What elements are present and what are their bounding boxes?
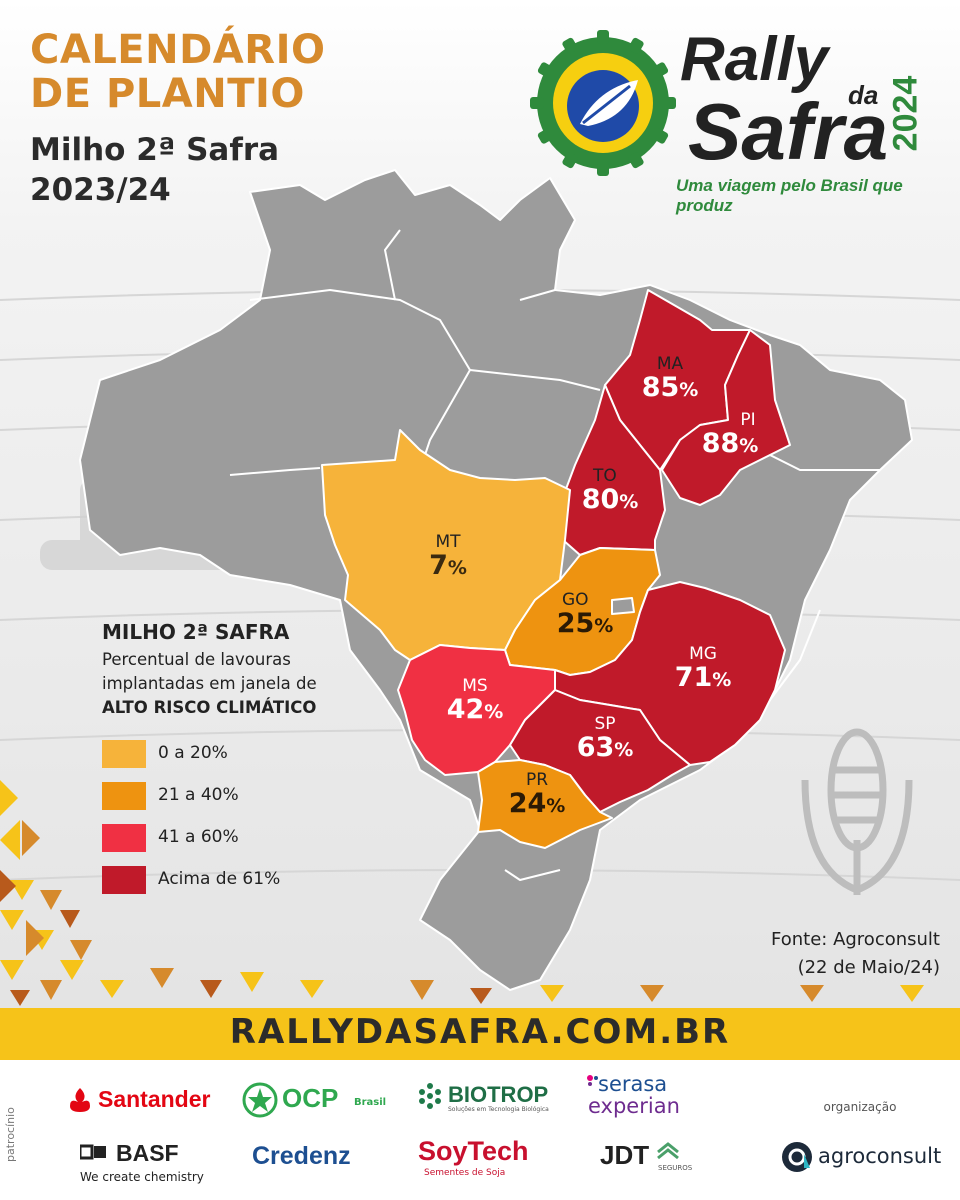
- brazil-map: [79, 169, 913, 991]
- state-code: TO: [593, 466, 617, 486]
- corn-icon: [801, 728, 913, 895]
- state-shape-df: [611, 597, 635, 615]
- sponsor-section-label: patrocínio: [4, 1107, 17, 1162]
- santander-logo: Santander: [66, 1084, 216, 1116]
- state-value: 42%: [446, 694, 504, 725]
- santander-flame-icon: [70, 1088, 90, 1112]
- url-bar: [0, 1008, 960, 1060]
- state-code: MA: [656, 354, 684, 374]
- state-shape-pr: [477, 759, 613, 849]
- state-label-to: TO 80%: [575, 466, 645, 515]
- credenz-logo: Credenz: [252, 1142, 351, 1170]
- biotrop-dots-icon: [419, 1083, 441, 1109]
- page-subtitle: Milho 2ª Safra 2023/24: [30, 132, 280, 208]
- basf-squares-icon: [80, 1144, 106, 1160]
- ocp-logo: OCP Brasil: [242, 1080, 402, 1120]
- legend-swatch: [102, 782, 146, 810]
- legend-label: 21 a 40%: [158, 785, 239, 805]
- state-label-mt: MT 7%: [418, 532, 478, 581]
- legend-title: MILHO 2ª SAFRA: [102, 620, 290, 644]
- state-value: 71%: [674, 662, 732, 693]
- legend-description: Percentual de lavouras implantadas em ja…: [102, 650, 317, 717]
- website-link[interactable]: RALLYDASAFRA.COM.BR: [229, 1012, 731, 1052]
- agroconsult-circle-icon: [782, 1142, 812, 1172]
- state-value: 63%: [576, 732, 634, 763]
- state-code: PI: [740, 410, 756, 430]
- state-code: SP: [594, 714, 616, 734]
- state-value: 25%: [556, 608, 614, 639]
- state-value: 88%: [701, 428, 759, 459]
- state-label-ms: MS 42%: [440, 676, 510, 725]
- state-label-ma: MA 85%: [640, 354, 700, 403]
- state-value-pi-wrap: 88%: [695, 428, 765, 459]
- state-value: 24%: [508, 788, 566, 819]
- legend-item: Acima de 61%: [102, 866, 362, 894]
- ocp-emblem-icon: [242, 1082, 278, 1118]
- state-label-mg: MG 71%: [668, 644, 738, 693]
- legend-swatch: [102, 824, 146, 852]
- state-label-pi: PI: [728, 410, 768, 430]
- state-value: 85%: [641, 372, 699, 403]
- jdt-arrows-icon: [657, 1142, 679, 1160]
- legend-item: 41 a 60%: [102, 824, 362, 852]
- legend-label: Acima de 61%: [158, 869, 281, 889]
- rally-badge-logo: [530, 30, 676, 176]
- page-title: CALENDÁRIO DE PLANTIO: [30, 27, 326, 117]
- serasa-experian-logo: serasa experian: [587, 1072, 680, 1118]
- brand-year: 2024: [886, 75, 925, 152]
- legend-swatch: [102, 740, 146, 768]
- state-code: MT: [435, 532, 461, 552]
- rally-wordmark: Rally da Safra: [680, 25, 889, 176]
- brand-tagline: Uma viagem pelo Brasil que produz: [676, 176, 903, 215]
- legend-label: 0 a 20%: [158, 743, 228, 763]
- state-label-go: GO 25%: [550, 590, 620, 639]
- state-value: 80%: [581, 484, 639, 515]
- state-code: MS: [462, 676, 488, 696]
- legend-label: 41 a 60%: [158, 827, 239, 847]
- biotrop-logo: BIOTROP Soluções em Tecnologia Biológica: [416, 1080, 566, 1120]
- serasa-dots-icon: [587, 1075, 598, 1086]
- legend-item: 0 a 20%: [102, 740, 362, 768]
- state-shape-sp: [509, 689, 691, 813]
- triangle-pattern-decoration: [0, 780, 924, 1006]
- organizer-label: organização: [823, 1100, 897, 1114]
- basf-logo: BASF We create chemistry: [80, 1140, 204, 1184]
- soytech-logo: SoyTech Sementes de Soja: [418, 1136, 529, 1178]
- state-code: GO: [562, 590, 589, 610]
- state-label-pr: PR 24%: [500, 770, 574, 819]
- state-shape-pi: [661, 329, 791, 506]
- legend-item: 21 a 40%: [102, 782, 362, 810]
- state-code: MG: [689, 644, 717, 664]
- state-code: PR: [525, 770, 549, 790]
- state-value: 7%: [429, 550, 467, 581]
- source-note: Fonte: Agroconsult (22 de Maio/24): [771, 929, 940, 978]
- jdt-logo: JDT SEGUROS: [600, 1140, 693, 1172]
- state-label-sp: SP 63%: [570, 714, 640, 763]
- agroconsult-logo: agroconsult: [780, 1140, 941, 1180]
- legend-swatch: [102, 866, 146, 894]
